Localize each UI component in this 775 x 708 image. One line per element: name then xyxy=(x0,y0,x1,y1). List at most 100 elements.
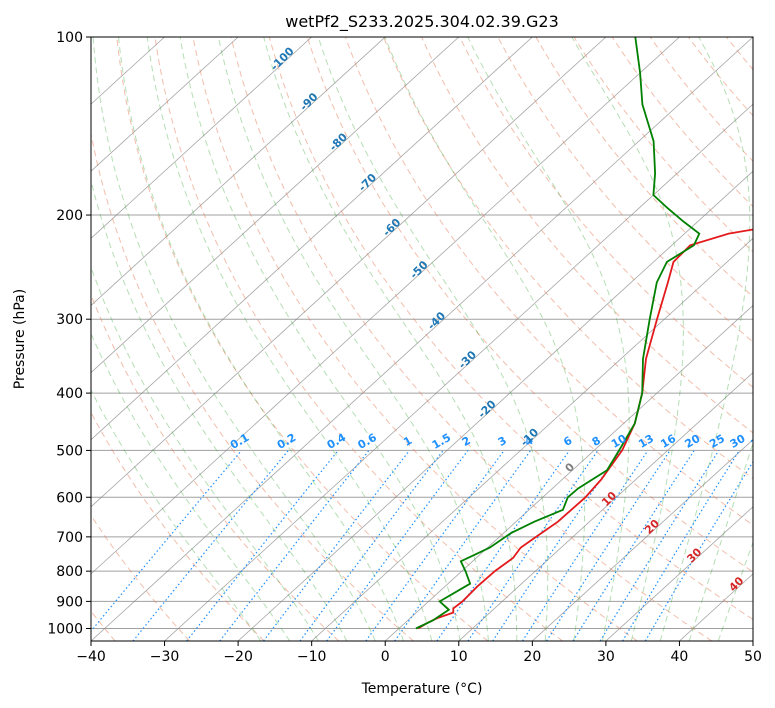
profile-series xyxy=(415,37,753,630)
isotherm-line xyxy=(91,37,239,172)
mixing-ratio-line xyxy=(219,450,370,641)
moist-adiabat-line xyxy=(571,37,684,641)
plot-frame xyxy=(90,36,754,642)
isotherm-line xyxy=(91,37,386,306)
x-tick-label: −40 xyxy=(76,649,106,665)
mixing-ratio-line xyxy=(132,450,289,641)
mixing-ratio-label: 3 xyxy=(496,434,509,449)
x-axis-label: Temperature (°C) xyxy=(361,681,483,697)
mixing-ratio-label: 1.5 xyxy=(430,431,453,452)
dry-adiabat-label: -80 xyxy=(327,130,350,153)
mixing-ratio-line xyxy=(326,450,469,641)
moist-adiabat-line xyxy=(91,178,348,641)
y-tick-label: 300 xyxy=(56,312,83,328)
isotherm-line xyxy=(91,37,680,575)
moist-adiabat-line xyxy=(179,37,461,641)
dry-adiabat-line xyxy=(726,37,753,71)
mixing-ratio-line xyxy=(572,450,695,641)
temperature-profile-line xyxy=(417,228,753,630)
dry-adiabat-line xyxy=(573,37,753,253)
moist-adiabat-line xyxy=(91,265,319,641)
mixing-ratio-label: 1 xyxy=(401,434,414,449)
x-tick-label: 10 xyxy=(450,649,468,665)
x-tick-label: −10 xyxy=(297,649,327,665)
isotherm-line xyxy=(237,170,753,641)
x-tick-label: −20 xyxy=(223,649,253,665)
dry-adiabat-line xyxy=(497,37,753,343)
moist-adiabat-label: 30 xyxy=(684,545,704,565)
mixing-ratio-line xyxy=(622,450,740,641)
mixing-ratio-line xyxy=(467,450,599,641)
moist-adiabat-line xyxy=(217,37,489,641)
dry-adiabat-line xyxy=(765,37,775,641)
moist-adiabat-label: 40 xyxy=(726,574,746,594)
x-tick-label: 40 xyxy=(671,649,689,665)
y-tick-label: 800 xyxy=(56,564,83,580)
isotherm-line xyxy=(91,37,312,239)
y-tick-label: 100 xyxy=(56,30,83,46)
y-tick-label: 500 xyxy=(56,443,83,459)
y-tick-label: 900 xyxy=(56,594,83,610)
dry-adiabat-line xyxy=(535,37,753,298)
mixing-ratio-line xyxy=(299,450,444,641)
moist-adiabat-line xyxy=(146,37,433,641)
y-tick-label: 600 xyxy=(56,490,83,506)
moist-adiabat-line xyxy=(384,37,586,641)
dry-adiabat-label: -30 xyxy=(456,348,479,371)
isotherm-line xyxy=(458,372,753,641)
x-tick-label: 20 xyxy=(523,649,541,665)
x-tick-label: 0 xyxy=(381,649,390,665)
isotherm-line xyxy=(752,640,753,641)
x-tick-label: 50 xyxy=(744,649,762,665)
moist-adiabat-line xyxy=(118,37,405,641)
dry-adiabat-label: -40 xyxy=(425,309,448,332)
dry-adiabat-line xyxy=(649,37,753,162)
dry-adiabat-line xyxy=(306,37,753,573)
mixing-ratio-label: 30 xyxy=(728,432,748,451)
mixing-ratio-line xyxy=(263,450,410,641)
dewpoint-profile-line xyxy=(415,37,701,630)
mixing-ratio-label: 36 xyxy=(748,432,768,451)
isotherm-line xyxy=(532,439,753,641)
mixing-ratio-line xyxy=(186,450,339,641)
dry-adiabat-label: -20 xyxy=(475,397,498,420)
mixing-ratio-line xyxy=(436,450,570,641)
mixing-ratio-line xyxy=(91,450,242,632)
dry-adiabat-line xyxy=(344,37,753,526)
moist-adiabat-line xyxy=(263,37,518,641)
moist-adiabat-line xyxy=(92,37,376,641)
dry-adiabat-label: -70 xyxy=(356,171,379,194)
mixing-ratio-label: 0.4 xyxy=(325,431,349,452)
dry-adiabat-line xyxy=(268,37,753,621)
y-axis-label: Pressure (hPa) xyxy=(12,289,28,389)
isotherm-line xyxy=(91,37,753,641)
background-lines xyxy=(91,37,775,641)
mixing-ratio-label: 20 xyxy=(683,432,703,451)
axes: −40 −30 −20 −10 0 10 20 30 40 5010020030040050060… xyxy=(47,30,762,665)
dry-adiabat-label: -10 xyxy=(518,426,541,449)
mixing-ratio-line xyxy=(492,450,622,641)
isotherm-line xyxy=(384,304,753,641)
mixing-ratio-line xyxy=(599,450,720,641)
y-tick-label: 200 xyxy=(56,208,83,224)
isotherm-line xyxy=(605,506,753,641)
moist-adiabat-label: 10 xyxy=(599,489,619,509)
dry-adiabat-label: -50 xyxy=(407,258,430,281)
mixing-ratio-line xyxy=(365,450,505,641)
dry-adiabat-line xyxy=(687,37,753,117)
dry-adiabat-line xyxy=(154,37,563,641)
chart-title: wetPf2_S233.2025.304.02.39.G23 xyxy=(285,12,559,32)
dry-adiabat-line xyxy=(91,293,340,641)
isotherm-line xyxy=(91,37,533,441)
moist-adiabat-line xyxy=(717,540,753,641)
mixing-ratio-line xyxy=(521,450,649,641)
mixing-ratio-line xyxy=(546,450,671,641)
isotherm-line xyxy=(91,37,460,374)
mixing-ratio-label: 16 xyxy=(658,432,678,451)
dry-adiabat-line xyxy=(230,37,713,641)
dry-adiabat-label: -60 xyxy=(380,216,403,239)
x-tick-label: 30 xyxy=(597,649,615,665)
dry-adiabat-line xyxy=(91,514,191,641)
y-tick-label: 400 xyxy=(56,386,83,402)
